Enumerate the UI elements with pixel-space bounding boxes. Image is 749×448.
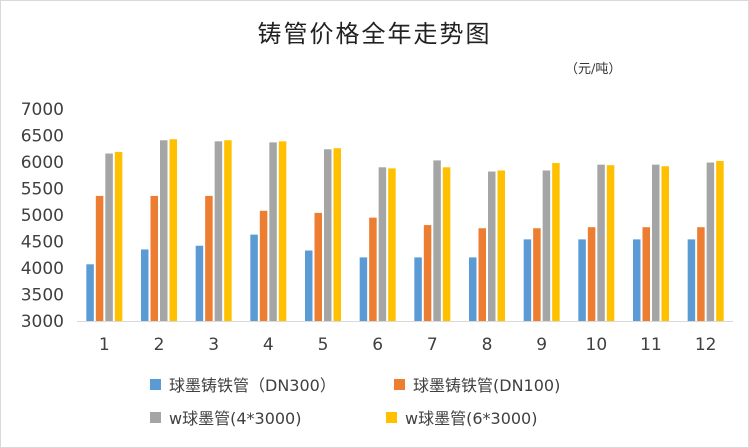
bar — [652, 164, 660, 321]
bar — [378, 167, 387, 321]
legend-item-dn300: 球墨铸铁管（DN300） — [150, 372, 336, 396]
bar — [259, 210, 268, 321]
bar — [533, 228, 541, 321]
legend-label-dn100: 球墨铸铁管(DN100) — [413, 376, 561, 395]
legend-swatch-4x3000 — [150, 411, 161, 423]
bar — [278, 141, 287, 321]
bar — [250, 234, 258, 321]
x-tick-label: 5 — [318, 335, 329, 355]
x-tick-label: 4 — [263, 335, 274, 355]
bar — [687, 239, 696, 321]
legend-item-dn100: 球墨铸铁管(DN100) — [394, 372, 560, 396]
bar — [469, 257, 477, 321]
bar — [388, 168, 396, 321]
bar — [114, 151, 123, 321]
bar — [587, 227, 596, 321]
unit-label: （元/吨） — [565, 62, 622, 77]
legend-label-dn300: 球墨铸铁管（DN300） — [169, 376, 336, 395]
bar — [633, 239, 641, 321]
bar — [442, 167, 451, 321]
legend-label-6x3000: w球墨管(6*3000) — [405, 409, 538, 428]
bar — [305, 250, 313, 321]
bar — [578, 239, 586, 321]
x-tick-label: 8 — [482, 335, 493, 355]
bar — [716, 160, 724, 321]
y-tick-label: 4000 — [21, 259, 64, 279]
bar — [423, 225, 432, 321]
y-tick-label: 5000 — [21, 206, 64, 226]
bar — [606, 165, 615, 321]
x-tick-label: 2 — [154, 335, 165, 355]
bar — [333, 148, 341, 321]
bar — [433, 160, 441, 321]
bar — [160, 140, 168, 321]
y-tick-label: 4500 — [21, 233, 64, 253]
y-tick-label: 3000 — [21, 312, 64, 332]
legend-item-6x3000: w球墨管(6*3000) — [386, 405, 537, 429]
bar — [642, 227, 650, 321]
bar — [205, 195, 213, 321]
y-tick-label: 3500 — [21, 286, 64, 306]
bar — [105, 153, 113, 321]
x-tick-label: 12 — [695, 335, 717, 355]
bar — [359, 257, 368, 321]
bar — [141, 249, 149, 321]
bar — [661, 166, 669, 321]
bar — [542, 170, 551, 321]
bar — [497, 170, 505, 321]
bar — [324, 149, 332, 321]
bar — [697, 227, 705, 321]
chart-title: 铸管价格全年走势图 — [257, 20, 492, 48]
bar — [86, 264, 94, 321]
x-tick-label: 6 — [372, 335, 383, 355]
legend-label-4x3000: w球墨管(4*3000) — [169, 409, 302, 428]
x-tick-label: 11 — [640, 335, 662, 355]
legend-swatch-dn100 — [394, 378, 405, 390]
x-tick-label: 3 — [208, 335, 219, 355]
legend-swatch-dn300 — [150, 378, 161, 390]
bar — [369, 217, 377, 321]
bar — [488, 171, 496, 321]
x-tick-label: 1 — [99, 335, 110, 355]
bar — [169, 139, 177, 321]
bar — [552, 163, 560, 321]
x-tick-label: 9 — [536, 335, 547, 355]
bar — [478, 228, 486, 321]
bar — [414, 257, 422, 321]
x-tick-label: 10 — [586, 335, 608, 355]
bar — [224, 140, 232, 321]
y-tick-label: 7000 — [21, 100, 64, 120]
bar — [195, 245, 204, 321]
bar — [214, 141, 223, 321]
bar — [95, 195, 104, 321]
y-tick-label: 6500 — [21, 127, 64, 147]
y-tick-label: 5500 — [21, 180, 64, 200]
legend-swatch-6x3000 — [386, 411, 397, 423]
bar — [150, 195, 158, 321]
bar — [314, 212, 322, 321]
bar — [523, 239, 532, 321]
x-tick-label: 7 — [427, 335, 438, 355]
y-tick-label: 6000 — [21, 153, 64, 173]
bar — [706, 162, 715, 321]
bar — [597, 164, 605, 321]
legend-item-4x3000: w球墨管(4*3000) — [150, 405, 301, 429]
bar — [269, 142, 277, 321]
